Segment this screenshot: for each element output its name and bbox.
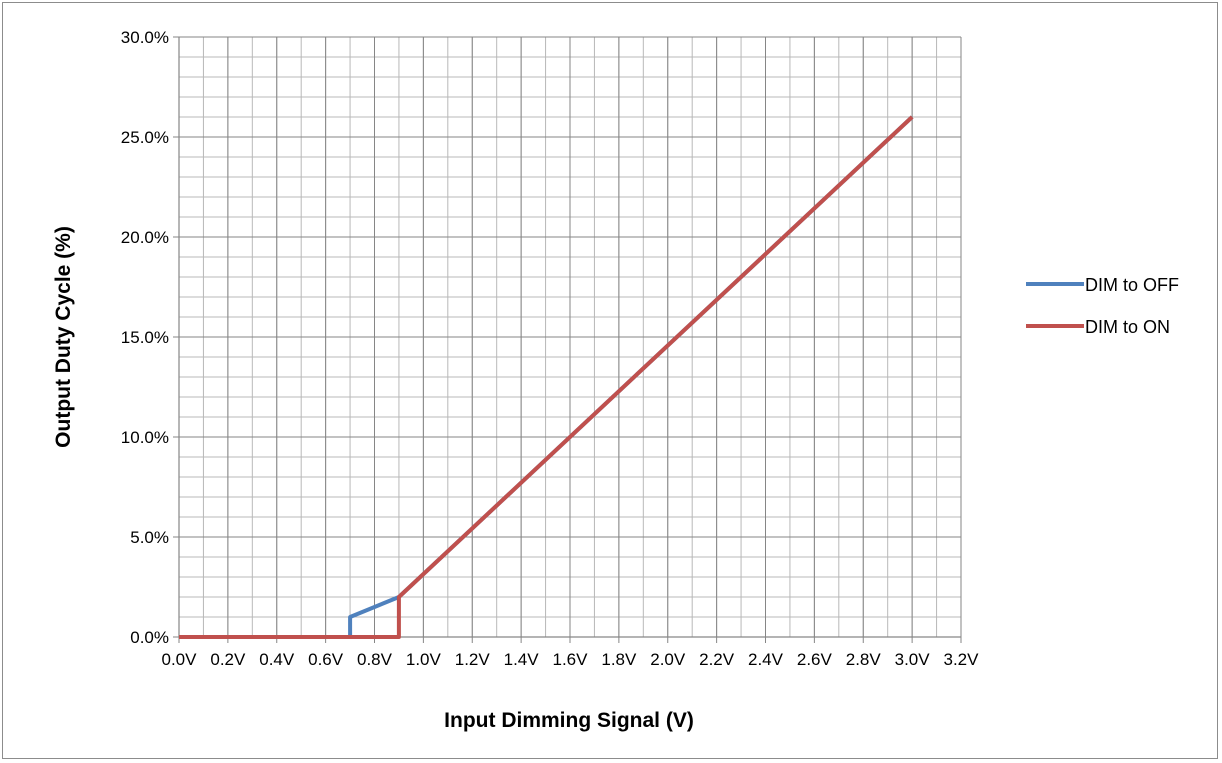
x-tick-label: 2.0V bbox=[650, 650, 686, 669]
x-tick-label: 2.2V bbox=[699, 650, 735, 669]
x-tick-label: 1.2V bbox=[455, 650, 491, 669]
x-tick-labels: 0.0V 0.2V 0.4V 0.6V 0.8V 1.0V 1.2V 1.4V 1.6V 1.8V… bbox=[162, 650, 980, 669]
legend-label: DIM to ON bbox=[1085, 317, 1170, 337]
x-tick-label: 2.6V bbox=[797, 650, 833, 669]
x-tick-label: 2.8V bbox=[846, 650, 882, 669]
x-tick-label: 3.2V bbox=[944, 650, 980, 669]
y-tick-label: 20.0% bbox=[121, 228, 169, 247]
major-gridlines bbox=[178, 36, 962, 638]
y-tick-label: 10.0% bbox=[121, 428, 169, 447]
x-tick-label: 1.6V bbox=[553, 650, 589, 669]
x-axis-title: Input Dimming Signal (V) bbox=[444, 709, 694, 732]
x-tick-label: 1.0V bbox=[406, 650, 442, 669]
series-line-dim-to-on bbox=[179, 115, 914, 639]
y-tick-label: 30.0% bbox=[121, 28, 169, 47]
x-tick-label: 0.2V bbox=[210, 650, 246, 669]
legend: DIM to OFF DIM to ON bbox=[1026, 275, 1179, 337]
y-axis-title: Output Duty Cycle (%) bbox=[52, 226, 75, 448]
series-lines bbox=[179, 115, 914, 639]
x-tick-label: 0.6V bbox=[308, 650, 344, 669]
legend-label: DIM to OFF bbox=[1085, 275, 1179, 295]
x-tick-label: 0.0V bbox=[162, 650, 198, 669]
x-tick-label: 0.4V bbox=[259, 650, 295, 669]
x-tick-label: 1.4V bbox=[504, 650, 540, 669]
y-tick-label: 5.0% bbox=[130, 528, 169, 547]
x-tick-label: 0.8V bbox=[357, 650, 393, 669]
y-tick-label: 0.0% bbox=[130, 628, 169, 647]
axes bbox=[173, 36, 962, 643]
y-tick-label: 25.0% bbox=[121, 128, 169, 147]
x-tick-label: 2.4V bbox=[748, 650, 784, 669]
x-tick-label: 3.0V bbox=[895, 650, 931, 669]
y-tick-label: 15.0% bbox=[121, 328, 169, 347]
y-tick-labels: 0.0% 5.0% 10.0% 15.0% 20.0% 25.0% 30.0% bbox=[121, 28, 169, 647]
x-tick-label: 1.8V bbox=[601, 650, 637, 669]
